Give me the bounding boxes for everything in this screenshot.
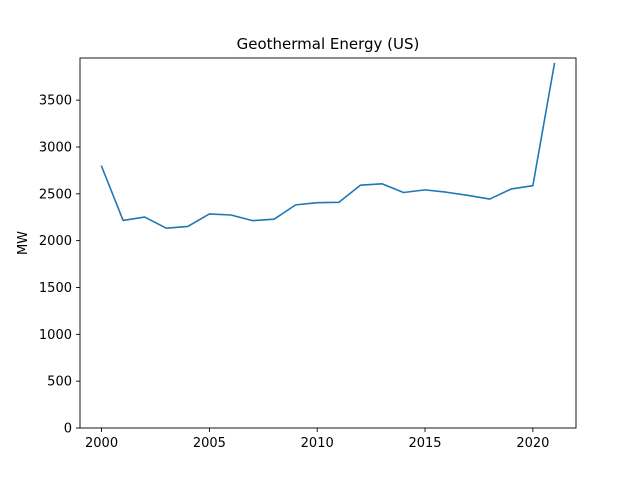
x-tick-label: 2010 (301, 436, 334, 451)
y-tick-label: 2000 (39, 234, 72, 249)
x-tick-label: 2005 (193, 436, 226, 451)
y-tick-label: 2500 (39, 187, 72, 202)
y-axis-label: MW (16, 231, 31, 255)
plot-area-frame (79, 57, 577, 429)
y-tick-label: 500 (47, 375, 72, 390)
y-tick-label: 0 (64, 422, 72, 437)
chart-title: Geothermal Energy (US) (237, 35, 420, 53)
x-axis-ticks: 2000 2005 2010 2015 2020 (85, 428, 549, 451)
y-tick-label: 3500 (39, 94, 72, 109)
y-tick-label: 1500 (39, 281, 72, 296)
x-tick-label: 2015 (408, 436, 441, 451)
y-axis-ticks: 0 500 1000 1500 2000 2500 3000 3500 (39, 94, 80, 437)
y-tick-label: 3000 (39, 140, 72, 155)
y-tick-label: 1000 (39, 328, 72, 343)
x-tick-label: 2000 (85, 436, 118, 451)
series-line (100, 62, 556, 229)
x-tick-label: 2020 (516, 436, 549, 451)
